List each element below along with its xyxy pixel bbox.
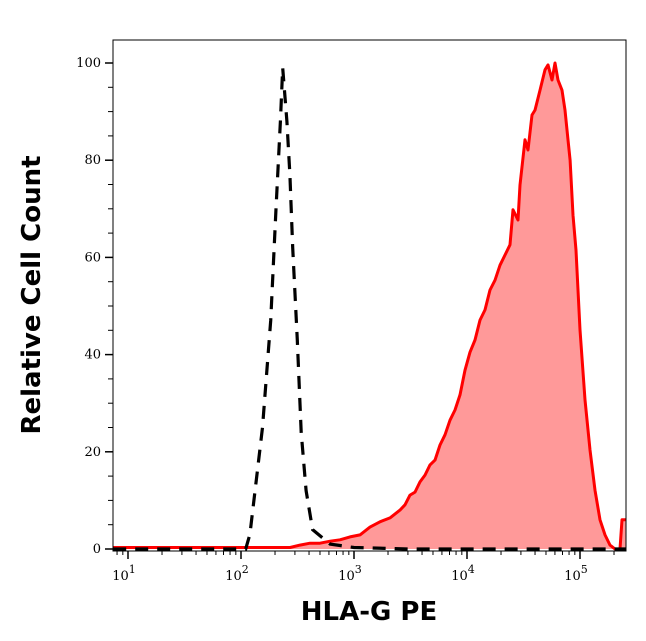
x-tick-label: 101 [112,563,136,584]
plot-area [113,61,626,551]
x-tick-label: 105 [564,563,588,584]
y-tick-label: 40 [84,348,101,363]
x-tick-label: 102 [225,563,249,584]
y-tick-label: 20 [84,445,101,460]
y-tick-label: 60 [84,250,101,265]
x-tick-label: 103 [338,563,362,584]
plot-frame [112,39,627,552]
y-tick-label: 0 [93,542,101,557]
x-tick-label: 104 [451,563,475,584]
x-axis-title: HLA-G PE [301,597,437,627]
y-axis-title: Relative Cell Count [17,155,47,434]
y-tick-label: 80 [84,153,101,168]
axes: 0 20 40 60 80 100 101 102 103 104 105 [76,56,615,584]
stained-histogram-fill [113,63,626,549]
isotype-control-dashed-line [113,67,626,551]
stained-histogram-line [113,61,626,551]
y-tick-label: 100 [76,56,101,71]
